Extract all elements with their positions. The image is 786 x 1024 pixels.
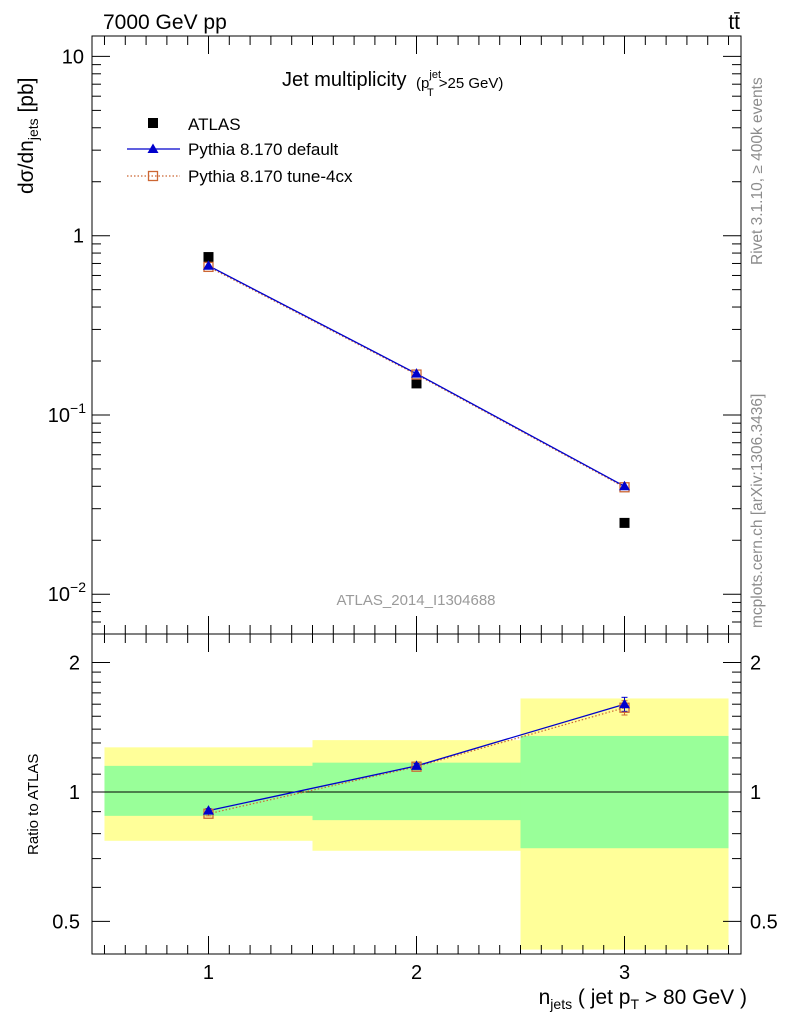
legend-marker-atlas [148,118,158,128]
ratio-y-tick-label-right: 2 [750,653,761,675]
atlas-point [619,517,630,528]
default-point [202,260,214,270]
ratio-y-axis-label: Ratio to ATLAS [25,754,42,855]
ratio-default-point [411,760,422,770]
energy-label: 7000 GeV pp [103,11,227,34]
rivet-label: Rivet 3.1.10, ≥ 400k events [749,77,766,265]
uncertainty-bands [92,698,741,950]
y-tick-label: 10 [62,46,84,68]
chart-title: Jet multiplicity (pjet T>25 GeV) [282,69,503,99]
y-axis-label: dσ/dnjets [pb] [15,77,41,194]
ratio-y-tick-label: 1 [69,782,80,804]
legend-marker-tune [147,170,159,182]
y-tick-label: 1 [73,226,84,248]
inner-band-2 [312,762,521,821]
y-tick-label: 10−1 [48,400,86,427]
ratio-default-point [619,698,631,709]
legend: ATLAS Pythia 8.170 default Pythia 8.170 … [127,115,353,186]
process-label: tt̄ [728,11,740,34]
ratio-default-point [202,805,214,815]
analysis-label: ATLAS_2014_I1304688 [336,592,495,609]
x-tick-label: 2 [411,962,422,984]
y-tick-label: 10−2 [48,579,86,606]
default-point [411,368,422,378]
legend-label-atlas: ATLAS [188,115,241,134]
ratio-y-tick-label: 0.5 [52,911,80,933]
ratio-tune-line [208,707,625,815]
x-axis-label: njets ( jet pT > 80 GeV ) [539,986,747,1012]
atlas-point [203,252,214,263]
tune-line [208,266,625,488]
legend-label-default: Pythia 8.170 default [188,140,339,159]
data-series [202,252,631,819]
ratio-y-tick-label: 2 [69,653,80,675]
x-tick-label: 3 [619,962,630,984]
legend-label-tune: Pythia 8.170 tune-4cx [188,167,353,186]
ratio-y-tick-label-right: 0.5 [750,911,778,933]
mcplots-label: mcplots.cern.ch [arXiv:1306.3436] [749,394,766,628]
default-point [619,480,631,491]
legend-marker-default [147,143,159,153]
ratio-y-tick-label-right: 1 [750,782,761,804]
x-tick-label: 1 [203,962,214,984]
atlas-point [411,378,422,389]
axis-ticks: 10 1 10−1 10−2 1 2 3 0.5 0.5 1 1 2 2 [48,36,778,984]
